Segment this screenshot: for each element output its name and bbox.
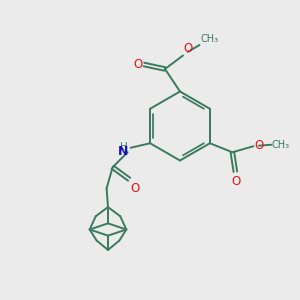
Text: O: O xyxy=(183,42,193,55)
Text: O: O xyxy=(254,140,263,152)
Text: H: H xyxy=(121,142,128,152)
Text: N: N xyxy=(118,145,128,158)
Text: CH₃: CH₃ xyxy=(200,34,218,44)
Text: O: O xyxy=(130,182,140,195)
Text: CH₃: CH₃ xyxy=(272,140,290,150)
Text: O: O xyxy=(231,175,241,188)
Text: O: O xyxy=(133,58,142,71)
